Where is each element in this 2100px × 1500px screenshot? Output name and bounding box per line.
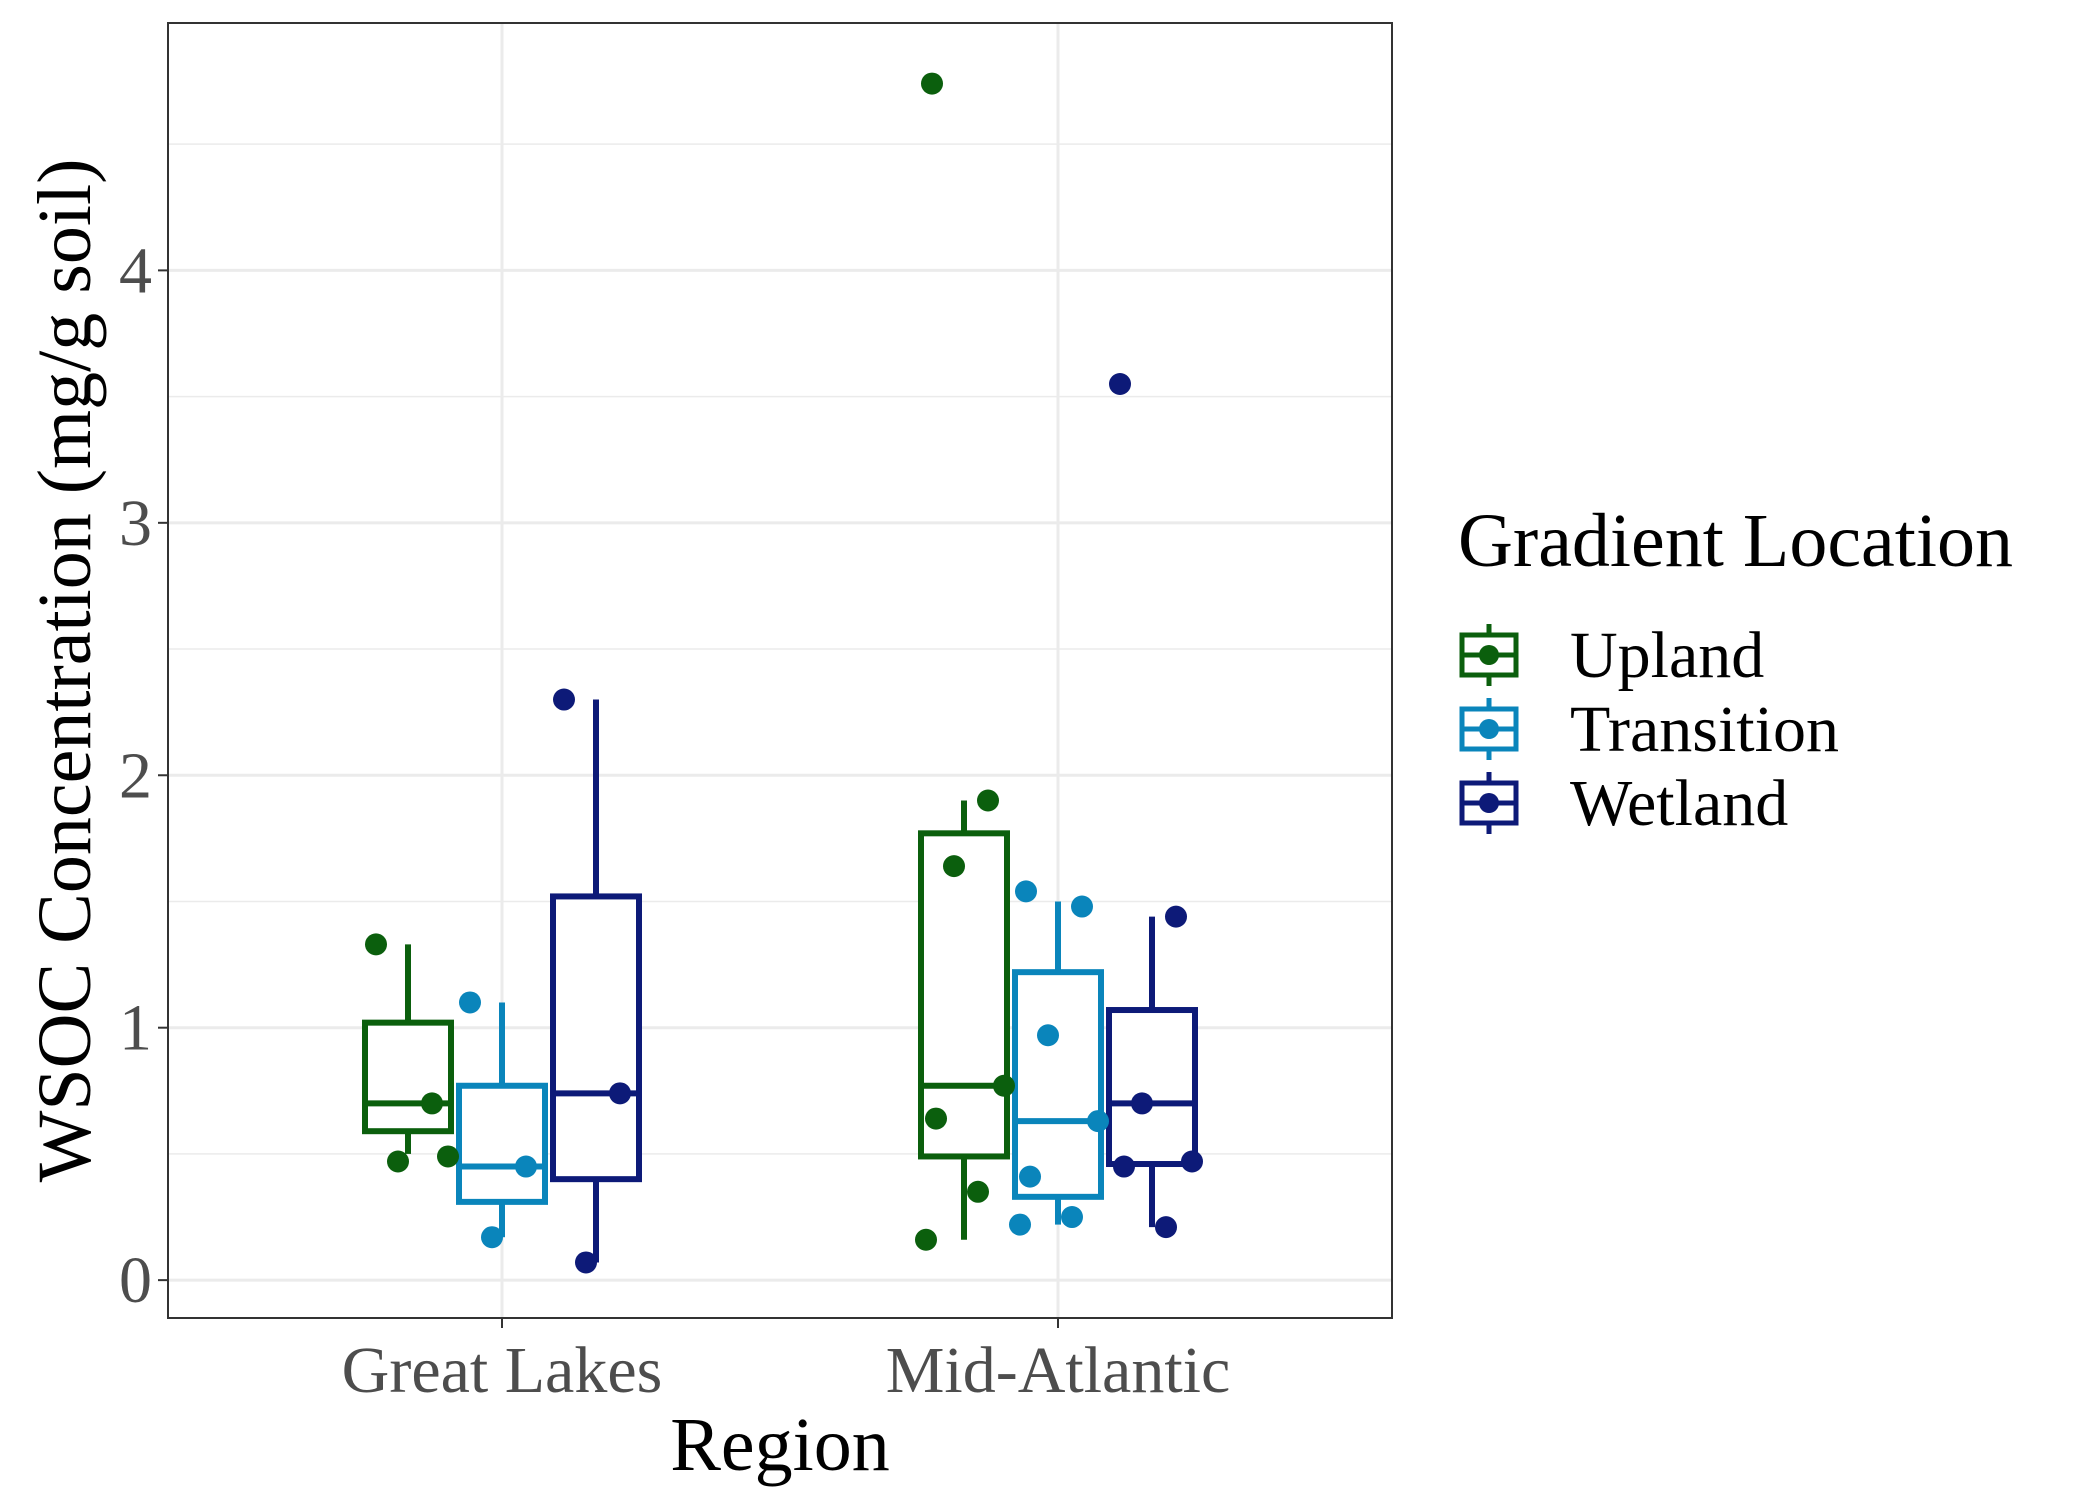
box-body	[918, 830, 1010, 1160]
box-transition-mid-atlantic	[1012, 901, 1104, 1225]
box-wetland-great-lakes	[550, 699, 642, 1263]
legend-key-transition: Transition	[1459, 693, 1839, 766]
legend-key-upland: Upland	[1459, 619, 1764, 692]
data-point-transition	[1061, 1206, 1083, 1229]
box-body	[456, 1082, 548, 1205]
data-point-transition	[1009, 1213, 1031, 1236]
point-layer	[365, 72, 1203, 1274]
box-transition-great-lakes	[456, 1002, 548, 1238]
data-point-wetland	[1165, 905, 1187, 928]
y-axis: 0 1 2 3 4	[119, 234, 168, 1317]
y-tick-label: 4	[119, 234, 152, 307]
legend-point	[1479, 793, 1499, 813]
data-point-transition	[481, 1226, 503, 1249]
data-point-upland	[977, 789, 999, 812]
data-point-wetland	[1181, 1150, 1203, 1173]
legend-label-upland: Upland	[1570, 619, 1764, 692]
data-point-transition	[1037, 1024, 1059, 1047]
box-upland-great-lakes	[362, 944, 454, 1154]
data-point-transition	[1087, 1110, 1109, 1133]
legend-point	[1479, 719, 1499, 739]
data-point-wetland	[1155, 1216, 1177, 1239]
y-axis-title: WSOC Concentration (mg/g soil)	[23, 159, 107, 1183]
x-tick-label: Mid-Atlantic	[886, 1334, 1231, 1407]
box-layer	[362, 699, 1198, 1263]
panel-border	[167, 22, 1393, 1319]
data-point-transition	[1015, 880, 1037, 903]
x-axis-title: Region	[670, 1403, 890, 1487]
data-point-upland	[967, 1180, 989, 1203]
legend-key-wetland: Wetland	[1459, 767, 1788, 840]
data-point-wetland	[553, 688, 575, 711]
data-point-upland	[365, 933, 387, 956]
data-point-upland	[437, 1145, 459, 1168]
data-point-transition	[1071, 895, 1093, 918]
data-point-upland	[915, 1228, 937, 1251]
data-point-wetland	[1113, 1155, 1135, 1178]
box-wetland-mid-atlantic	[1106, 916, 1198, 1228]
grid-lines	[168, 23, 1392, 1318]
data-point-wetland	[1131, 1092, 1153, 1115]
y-tick-label: 2	[119, 739, 152, 812]
legend-point	[1479, 645, 1499, 665]
box-body	[1012, 969, 1104, 1200]
y-tick-label: 1	[119, 992, 152, 1065]
box-body	[550, 893, 642, 1183]
data-point-wetland	[1109, 372, 1131, 395]
y-tick-label: 3	[119, 487, 152, 560]
data-point-upland	[421, 1092, 443, 1115]
legend-label-wetland: Wetland	[1570, 767, 1788, 840]
legend-title: Gradient Location	[1458, 499, 2013, 583]
data-point-upland	[921, 72, 943, 95]
box-upland-mid-atlantic	[918, 800, 1010, 1240]
legend-label-transition: Transition	[1570, 693, 1839, 766]
box-body	[362, 1019, 454, 1135]
legend: Gradient Location UplandTransitionWetlan…	[1458, 499, 2013, 840]
data-point-upland	[387, 1150, 409, 1173]
data-point-wetland	[609, 1082, 631, 1105]
data-point-transition	[459, 991, 481, 1014]
x-tick-label: Great Lakes	[342, 1334, 663, 1407]
x-axis: Great Lakes Mid-Atlantic	[342, 1318, 1231, 1407]
data-point-transition	[1019, 1165, 1041, 1188]
data-point-upland	[925, 1107, 947, 1130]
data-point-wetland	[575, 1251, 597, 1274]
data-point-upland	[993, 1074, 1015, 1097]
y-tick-label: 0	[119, 1244, 152, 1317]
box-body	[1106, 1007, 1198, 1168]
data-point-transition	[515, 1155, 537, 1178]
data-point-upland	[943, 855, 965, 878]
